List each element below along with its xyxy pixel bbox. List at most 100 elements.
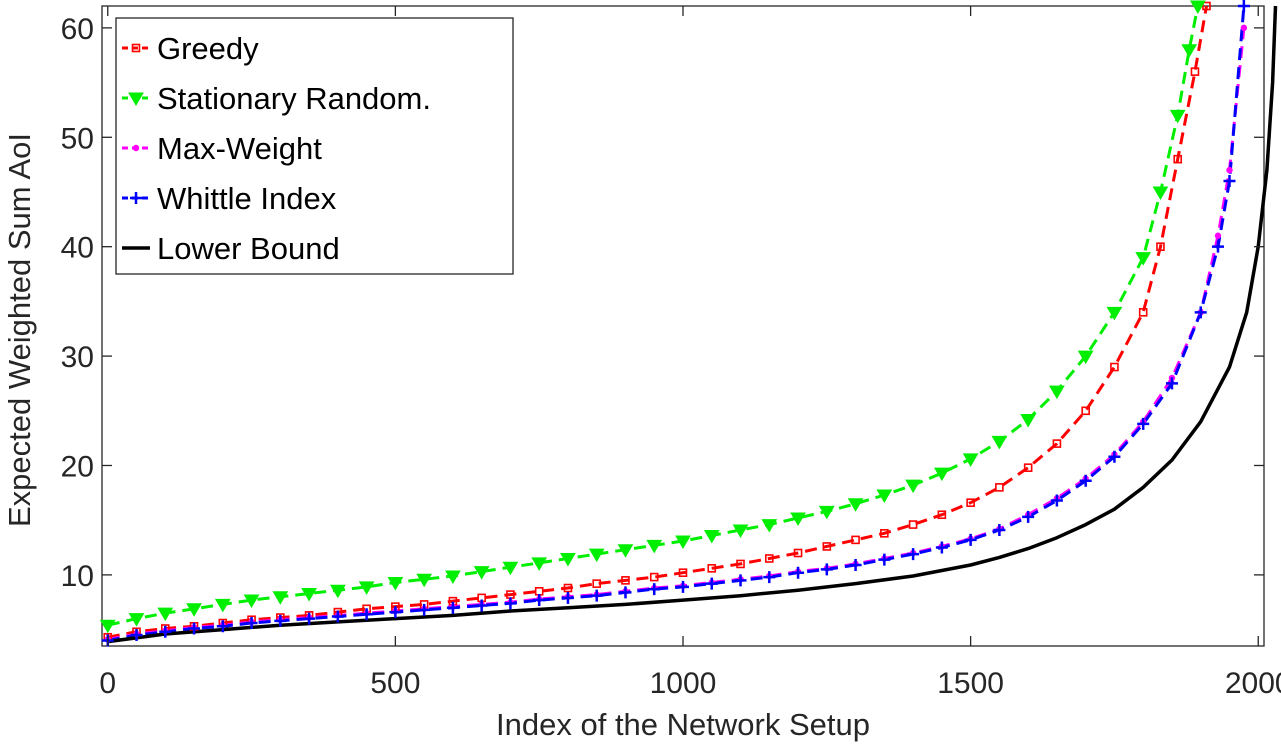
data-point-stationary-random <box>445 570 461 584</box>
data-point-whittle-index <box>619 586 632 599</box>
data-point-greedy <box>937 510 947 520</box>
data-point-whittle-index <box>1165 377 1178 390</box>
x-tick-label: 2000 <box>1225 667 1281 700</box>
data-point-whittle-index <box>1223 175 1236 188</box>
legend-label-stationary-random: Stationary Random. <box>157 81 431 116</box>
data-point-max-weight <box>1214 232 1222 239</box>
y-tick-label: 30 <box>61 341 94 374</box>
data-point-whittle-index <box>159 625 172 638</box>
y-tick-label: 60 <box>61 13 94 46</box>
data-point-whittle-index <box>1108 450 1121 463</box>
data-point-whittle-index <box>1022 510 1035 523</box>
data-point-greedy <box>678 568 688 578</box>
y-tick-label: 10 <box>61 560 94 593</box>
data-point-stationary-random <box>646 539 663 554</box>
data-point-whittle-index <box>504 597 517 610</box>
data-point-greedy <box>908 520 918 529</box>
data-point-greedy <box>764 554 774 563</box>
legend-label-whittle-index: Whittle Index <box>157 181 337 216</box>
data-point-greedy <box>621 576 630 585</box>
data-point-stationary-random <box>1189 0 1206 14</box>
data-point-stationary-random <box>761 519 778 533</box>
data-point-whittle-index <box>303 612 316 625</box>
series-markers <box>99 0 1250 647</box>
data-point-stationary-random <box>876 489 893 504</box>
series-line-greedy <box>107 5 1208 639</box>
legend-marker-greedy <box>131 43 141 53</box>
data-point-greedy <box>592 579 602 588</box>
data-point-whittle-index <box>878 553 891 566</box>
data-point-whittle-index <box>188 622 201 635</box>
data-point-stationary-random <box>301 587 317 602</box>
data-point-stationary-random <box>531 557 548 571</box>
data-point-stationary-random <box>1169 109 1186 124</box>
data-point-greedy <box>563 583 573 593</box>
data-point-stationary-random <box>272 591 289 605</box>
data-point-greedy <box>1081 406 1090 416</box>
x-axis-label: Index of the Network Setup <box>496 707 870 742</box>
data-point-greedy <box>966 498 975 507</box>
data-point-greedy <box>880 529 889 538</box>
data-point-greedy <box>707 564 717 573</box>
data-point-stationary-random <box>1077 350 1094 365</box>
data-point-whittle-index <box>590 589 603 602</box>
data-point-stationary-random <box>214 598 231 613</box>
data-point-whittle-index <box>935 541 948 554</box>
legend-box <box>115 17 514 275</box>
data-point-stationary-random <box>732 524 749 539</box>
y-tick-label: 20 <box>61 450 94 483</box>
data-point-greedy <box>1190 67 1200 76</box>
legend: Greedy Stationary Random. Max-Weight Whittl… <box>115 17 514 275</box>
data-point-max-weight <box>1240 24 1248 32</box>
data-point-greedy <box>1156 242 1165 251</box>
legend-label-lower-bound: Lower Bound <box>157 231 340 266</box>
x-tick-label: 0 <box>99 667 116 700</box>
data-point-stationary-random <box>128 613 145 627</box>
data-point-whittle-index <box>274 614 287 627</box>
y-axis-label: Expected Weighted Sum AoI <box>2 133 37 527</box>
data-point-stationary-random <box>991 435 1008 450</box>
data-point-whittle-index <box>389 606 402 619</box>
legend-marker-whittle-index <box>130 192 142 204</box>
data-point-whittle-index <box>705 577 718 590</box>
data-point-whittle-index <box>561 591 574 604</box>
legend-marker-max-weight <box>132 144 140 152</box>
x-axis-ticks: 0 500 1000 1500 2000 <box>99 6 1281 700</box>
data-point-whittle-index <box>475 599 488 612</box>
data-point-stationary-random <box>1152 186 1169 200</box>
data-point-greedy <box>1202 1 1211 11</box>
data-point-stationary-random <box>905 479 921 494</box>
y-tick-label: 40 <box>61 232 94 265</box>
data-point-stationary-random <box>99 619 116 634</box>
data-point-stationary-random <box>933 467 950 482</box>
data-point-whittle-index <box>446 601 459 614</box>
data-point-whittle-index <box>245 617 258 630</box>
data-point-whittle-index <box>216 620 229 633</box>
data-point-stationary-random <box>1181 44 1198 58</box>
data-point-whittle-index <box>849 559 862 572</box>
data-point-stationary-random <box>703 530 720 544</box>
data-point-stationary-random <box>1106 306 1123 321</box>
x-tick-label: 1500 <box>937 667 1004 700</box>
data-point-whittle-index <box>331 610 344 623</box>
data-point-whittle-index <box>677 580 689 593</box>
data-point-stationary-random <box>243 594 260 609</box>
data-point-stationary-random <box>1049 385 1065 400</box>
data-point-whittle-index <box>1211 240 1224 253</box>
data-point-greedy <box>1138 308 1148 317</box>
data-point-stationary-random <box>387 577 404 591</box>
data-point-max-weight <box>1226 166 1233 174</box>
data-point-whittle-index <box>130 629 143 642</box>
data-point-whittle-index <box>1194 306 1207 319</box>
data-point-stationary-random <box>1020 414 1037 428</box>
legend-label-greedy: Greedy <box>157 31 259 66</box>
data-point-stationary-random <box>790 512 806 526</box>
data-point-whittle-index <box>533 594 546 607</box>
data-point-greedy <box>1173 154 1183 164</box>
data-point-stationary-random <box>358 581 375 595</box>
data-point-stationary-random <box>186 603 202 617</box>
data-point-stationary-random <box>560 552 576 567</box>
data-point-whittle-index <box>964 533 977 546</box>
data-point-greedy <box>1110 362 1119 372</box>
legend-label-max-weight: Max-Weight <box>157 131 322 166</box>
